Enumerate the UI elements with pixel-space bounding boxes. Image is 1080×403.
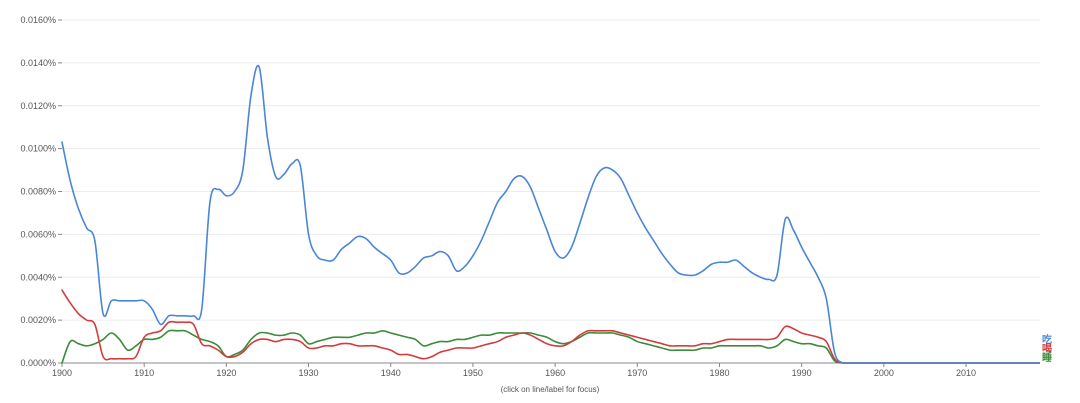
x-tick-label: 2000 [874, 368, 894, 378]
x-tick-label: 1910 [134, 368, 154, 378]
y-tick-label: 0.0080% [20, 187, 56, 197]
x-tick-label: 1960 [545, 368, 565, 378]
x-axis: 1900 1910 1920 1930 1940 1950 1960 1970 1980 1990… [52, 362, 1040, 378]
grid-lines [62, 19, 1040, 364]
y-tick-label: 0.0040% [20, 272, 56, 282]
series-label-2[interactable]: 喝 [1042, 343, 1052, 355]
series-label-1[interactable]: 吃 [1042, 333, 1052, 346]
y-tick-label: 0.0160% [20, 15, 56, 25]
y-tick-label: 0.0000% [20, 358, 56, 368]
x-tick-label: 1940 [381, 368, 401, 378]
y-tick-label: 0.0100% [20, 144, 56, 154]
x-tick-label: 1920 [216, 368, 236, 378]
x-tick-label: 1970 [627, 368, 647, 378]
series-line-3[interactable] [61, 329, 885, 364]
x-tick-label: 1980 [709, 368, 729, 378]
y-tick-label: 0.0140% [20, 58, 56, 68]
series-labels: 吃喝睡 [1042, 333, 1052, 364]
x-tick-label: 1990 [792, 368, 812, 378]
y-tick-label: 0.0060% [20, 229, 56, 239]
series-line-2[interactable] [61, 289, 885, 364]
focus-hint-caption: (click on line/label for focus) [501, 385, 600, 394]
series-lines [61, 64, 1040, 364]
series-label-3[interactable]: 睡 [1042, 351, 1052, 364]
x-tick-label: 2010 [956, 368, 976, 378]
x-tick-label: 1900 [52, 368, 72, 378]
y-axis: 0.0000% 0.0020% 0.0040% 0.0060% 0.0080% 0.010… [20, 15, 62, 368]
series-line-1[interactable] [61, 64, 885, 364]
x-tick-label: 1950 [463, 368, 483, 378]
y-tick-label: 0.0020% [20, 315, 56, 325]
x-tick-label: 1930 [299, 368, 319, 378]
y-tick-label: 0.0120% [20, 101, 56, 111]
